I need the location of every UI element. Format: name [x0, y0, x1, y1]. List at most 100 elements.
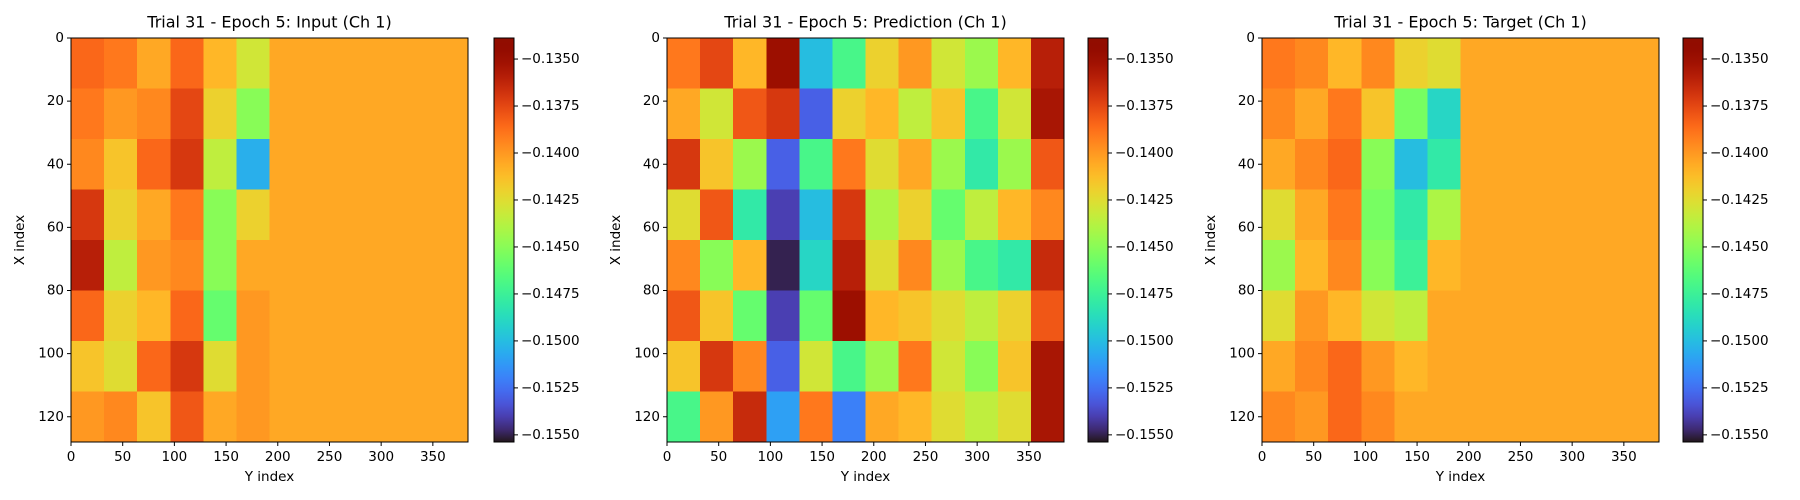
y-tick-label: 60 — [47, 219, 64, 235]
heatmap-cell — [401, 189, 436, 241]
colorbar-tick-label: −0.1550 — [521, 427, 580, 443]
heatmap-cell — [832, 88, 866, 140]
heatmap-cell — [1262, 240, 1296, 291]
heatmap-cell — [1427, 139, 1461, 190]
heatmap-cell — [368, 290, 403, 342]
heatmap-cell — [104, 139, 138, 190]
y-tick-label: 100 — [1229, 346, 1255, 362]
heatmap-cell — [1559, 290, 1594, 342]
heatmap-cell — [1295, 38, 1329, 89]
y-tick-label: 20 — [1238, 93, 1255, 109]
heatmap-cell — [898, 88, 933, 140]
chart-title: Trial 31 - Epoch 5: Target (Ch 1) — [1333, 13, 1586, 32]
x-tick-label: 250 — [317, 449, 343, 465]
heatmap-cell — [1394, 38, 1428, 89]
heatmap-cell — [335, 88, 370, 140]
y-tick-label: 100 — [634, 346, 660, 362]
heatmap-cell — [170, 88, 204, 140]
colorbar-tick-label: −0.1425 — [1710, 192, 1769, 208]
y-tick-label: 20 — [643, 93, 660, 109]
heatmap-cell — [832, 38, 866, 89]
heatmap-cell — [1262, 341, 1296, 392]
heatmap-cell — [434, 341, 469, 392]
colorbar-tick-label: −0.1400 — [1115, 145, 1174, 161]
heatmap-cell — [1625, 88, 1660, 140]
heatmap-cell — [1295, 341, 1329, 392]
heatmap-cell — [203, 290, 237, 342]
heatmap-cell — [1526, 290, 1561, 342]
heatmap-cell — [203, 391, 237, 443]
heatmap-cell — [137, 38, 171, 89]
heatmap-cell — [1460, 240, 1495, 291]
heatmap-cell — [104, 290, 138, 342]
colorbar-tick-label: −0.1475 — [1710, 286, 1769, 302]
colorbar-tick-label: −0.1375 — [1710, 98, 1769, 114]
heatmap-cell — [931, 240, 966, 291]
heatmap-cell — [964, 189, 999, 241]
heatmap-cell — [997, 139, 1032, 190]
heatmap-cell — [1592, 290, 1627, 342]
colorbar-frame — [1682, 37, 1704, 443]
colorbar-tick-label: −0.1375 — [1115, 98, 1174, 114]
heatmap-cell — [1625, 290, 1660, 342]
heatmap-cell — [931, 391, 966, 443]
heatmap-cell — [170, 391, 204, 443]
heatmap-cell — [1559, 189, 1594, 241]
x-tick-label: 350 — [1016, 449, 1042, 465]
colorbar-tick-label: −0.1375 — [521, 98, 580, 114]
heatmap-cell — [733, 88, 767, 140]
heatmap-cell — [898, 139, 933, 190]
heatmap-cell — [1493, 391, 1528, 443]
heatmap-cell — [71, 38, 105, 89]
x-tick-label: 50 — [710, 449, 727, 465]
colorbar-tick-label: −0.1350 — [1115, 51, 1174, 67]
heatmap-cell — [766, 189, 800, 241]
heatmap-cell — [401, 290, 436, 342]
x-tick-label: 50 — [114, 449, 131, 465]
heatmap-cell — [236, 290, 270, 342]
heatmap-cell — [1394, 391, 1428, 443]
heatmap-cell — [236, 391, 270, 443]
heatmap-cell — [1526, 240, 1561, 291]
colorbar — [494, 38, 514, 442]
heatmap-cell — [1295, 189, 1329, 241]
x-tick-label: 0 — [663, 449, 672, 465]
colorbar-frame — [1087, 37, 1109, 443]
colorbar-tick-label: −0.1550 — [1710, 427, 1769, 443]
heatmap-cell — [1493, 240, 1528, 291]
heatmap-cell — [1460, 189, 1495, 241]
heatmap-cell — [766, 391, 800, 443]
heatmap-cell — [1030, 139, 1065, 190]
plot-frame — [70, 37, 469, 443]
heatmap-cell — [203, 88, 237, 140]
heatmap-cells — [1262, 38, 1660, 443]
heatmap-cell — [832, 240, 866, 291]
heatmap-cell — [667, 290, 701, 342]
heatmap-cell — [1262, 139, 1296, 190]
heatmap-cell — [1526, 189, 1561, 241]
y-tick-label: 80 — [47, 283, 64, 299]
heatmap-cell — [1427, 290, 1461, 342]
heatmap-cell — [1328, 290, 1362, 342]
heatmap-cell — [1030, 189, 1065, 241]
heatmap-cell — [799, 240, 833, 291]
heatmap-cell — [434, 189, 469, 241]
heatmap-cell — [1030, 341, 1065, 392]
heatmap-cell — [401, 341, 436, 392]
x-tick-label: 300 — [368, 449, 394, 465]
colorbar-tick-label: −0.1525 — [1115, 380, 1174, 396]
heatmap-cell — [865, 391, 900, 443]
heatmap-cell — [964, 391, 999, 443]
heatmap-cell — [137, 240, 171, 291]
heatmap-cell — [1559, 38, 1594, 89]
x-tick-label: 150 — [809, 449, 835, 465]
heatmap-cell — [1361, 391, 1395, 443]
y-tick-label: 120 — [634, 409, 660, 425]
heatmap-cell — [832, 139, 866, 190]
heatmap-cell — [104, 189, 138, 241]
heatmap-cell — [368, 189, 403, 241]
heatmap-cell — [1295, 290, 1329, 342]
heatmap-cell — [104, 38, 138, 89]
heatmap-cell — [865, 139, 900, 190]
heatmap-cell — [766, 38, 800, 89]
